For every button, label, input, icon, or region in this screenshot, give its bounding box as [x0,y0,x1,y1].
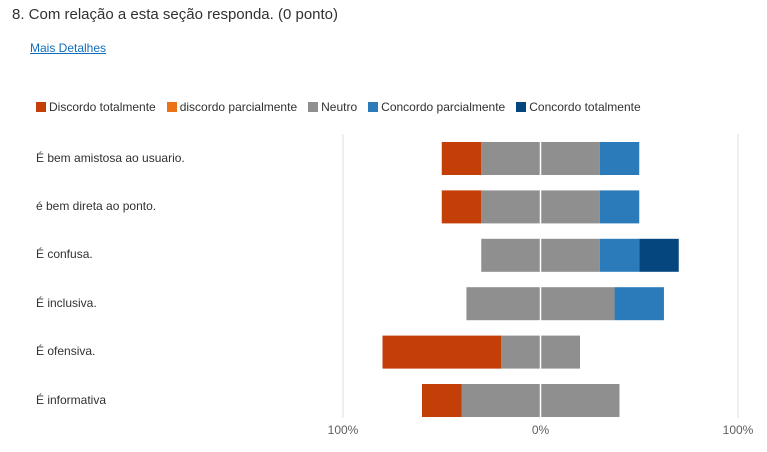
legend-label: Concordo totalmente [529,100,641,114]
bar-segment[interactable] [599,190,640,224]
legend-label: Neutro [321,100,358,114]
bar-segment[interactable] [614,287,664,321]
legend-item: Neutro [308,100,357,114]
legend-item: Concordo totalmente [516,100,641,114]
bar-segment[interactable] [422,384,462,417]
x-tick-label: 100% [328,423,359,437]
x-tick-label: 100% [723,423,754,437]
category-label: É confusa. [36,247,93,262]
bar-segment[interactable] [599,142,640,175]
bar-segment[interactable] [441,190,482,224]
question-title: 8. Com relação a esta seção responda. (0… [12,6,339,23]
category-label: é bem direta ao ponto. [36,198,157,213]
category-label: É bem amistosa ao usuario. [36,150,185,165]
bar-segment[interactable] [639,238,679,272]
bar-segment[interactable] [441,142,482,175]
legend-item: Discordo totalmente [36,100,156,114]
category-label: É ofensiva. [36,344,96,359]
legend-swatch [308,102,319,112]
legend-item: Concordo parcialmente [368,100,505,114]
legend-swatch [368,102,379,112]
category-label: É informativa [36,392,107,407]
legend-swatch [516,102,527,112]
bar-segment[interactable] [599,238,640,272]
legend-item: discordo parcialmente [166,100,298,114]
category-label: É inclusiva. [36,295,97,310]
legend-swatch [166,102,177,112]
legend-label: Discordo totalmente [49,100,156,114]
more-details-link[interactable]: Mais Detalhes [30,41,107,55]
legend-label: Concordo parcialmente [381,100,506,114]
bar-segment[interactable] [382,335,502,369]
legend-label: discordo parcialmente [179,100,298,114]
legend-swatch [36,102,46,112]
x-tick-label: 0% [532,423,550,437]
chart-legend: Discordo totalmente discordo parcialmente… [36,100,652,114]
